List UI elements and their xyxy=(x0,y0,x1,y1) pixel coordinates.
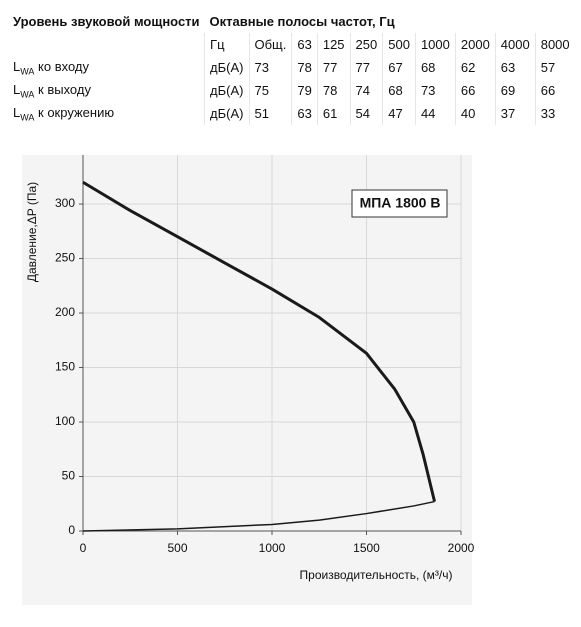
cell-value: 51 xyxy=(248,102,292,125)
row-unit: дБ(А) xyxy=(204,79,249,102)
y-tick-label: 150 xyxy=(55,360,75,374)
cell-value: 44 xyxy=(414,102,456,125)
x-axis-label: Производительность, (м³/ч) xyxy=(300,568,453,582)
band-label: Общ. xyxy=(248,33,292,56)
x-tick-label: 500 xyxy=(167,541,187,555)
y-axis-label: Давление,ΔP (Па) xyxy=(25,182,39,282)
cell-value: 75 xyxy=(248,79,292,102)
cell-value: 63 xyxy=(291,102,318,125)
data-row: LWA к выходу дБ(А) 75 79 78 74 68 73 66 69 66 xyxy=(8,79,575,102)
cell-value: 66 xyxy=(534,79,575,102)
x-tick-label: 1500 xyxy=(353,541,380,555)
curve xyxy=(82,180,436,502)
cell-value: 62 xyxy=(454,56,496,79)
row-subscript: WA xyxy=(20,112,35,123)
cell-value: 57 xyxy=(534,56,575,79)
row-text: ко входу xyxy=(38,58,89,74)
cell-value: 77 xyxy=(316,56,351,79)
cell-value: 33 xyxy=(534,102,575,125)
band-label: 500 xyxy=(382,33,416,56)
row-subscript: WA xyxy=(20,66,35,77)
bands-title: Октавные полосы частот, Гц xyxy=(209,14,395,29)
row-subscript: WA xyxy=(20,89,35,100)
cell-value: 73 xyxy=(248,56,292,79)
data-row: LWA ко входу дБ(А) 73 78 77 77 67 68 62 63 57 xyxy=(8,56,575,79)
row-symbol: L xyxy=(13,58,21,74)
cell-value: 47 xyxy=(382,102,416,125)
cell-value: 69 xyxy=(494,79,536,102)
band-label: 4000 xyxy=(494,33,536,56)
cell-value: 68 xyxy=(382,79,416,102)
y-tick-label: 200 xyxy=(55,305,75,319)
bands-row: Гц Общ. 63 125 250 500 1000 2000 4000 8000 xyxy=(8,33,575,56)
y-tick-label: 50 xyxy=(62,469,76,483)
header-row: Уровень звуковой мощности Октавные полос… xyxy=(8,10,575,33)
row-text: к выходу xyxy=(38,81,91,97)
band-label: 8000 xyxy=(534,33,575,56)
row-label: LWA к выходу xyxy=(8,79,205,102)
sound-table: Уровень звуковой мощности Октавные полос… xyxy=(8,10,575,125)
cell-value: 73 xyxy=(414,79,456,102)
annotation-box xyxy=(351,189,448,218)
band-label: 63 xyxy=(291,33,318,56)
x-tick-label: 2000 xyxy=(448,541,475,555)
cell-value: 40 xyxy=(454,102,496,125)
row-label: LWA ко входу xyxy=(8,56,205,79)
row-text: к окружению xyxy=(38,104,115,120)
row-symbol: L xyxy=(13,104,21,120)
y-tick-label: 250 xyxy=(55,251,75,265)
row-unit: дБ(А) xyxy=(204,102,249,125)
y-tick-label: 0 xyxy=(68,523,75,537)
data-row: LWA к окружению дБ(А) 51 63 61 54 47 44 40 37 33 xyxy=(8,102,575,125)
cell-value: 66 xyxy=(454,79,496,102)
x-tick-label: 0 xyxy=(80,541,87,555)
chart-background xyxy=(22,155,472,605)
cell-value: 63 xyxy=(494,56,536,79)
cell-value: 77 xyxy=(349,56,383,79)
table-title: Уровень звуковой мощности xyxy=(13,14,200,29)
annotation: МПА 1800 В xyxy=(360,195,441,211)
x-tick-label: 1000 xyxy=(259,541,286,555)
cell-value: 78 xyxy=(291,56,318,79)
row-unit: дБ(А) xyxy=(204,56,249,79)
y-tick-label: 100 xyxy=(55,414,75,428)
band-label: 250 xyxy=(349,33,383,56)
row-symbol: L xyxy=(13,81,21,97)
unit-header: Гц xyxy=(204,33,249,56)
y-tick-label: 300 xyxy=(55,196,75,210)
cell-value: 67 xyxy=(382,56,416,79)
cell-value: 54 xyxy=(349,102,383,125)
cell-value: 68 xyxy=(414,56,456,79)
band-label: 125 xyxy=(316,33,351,56)
curve xyxy=(82,500,435,532)
band-label: 2000 xyxy=(454,33,496,56)
cell-value: 37 xyxy=(494,102,536,125)
cell-value: 79 xyxy=(291,79,318,102)
cell-value: 74 xyxy=(349,79,383,102)
cell-value: 61 xyxy=(316,102,351,125)
band-label: 1000 xyxy=(414,33,456,56)
cell-value: 78 xyxy=(316,79,351,102)
row-label: LWA к окружению xyxy=(8,102,205,125)
